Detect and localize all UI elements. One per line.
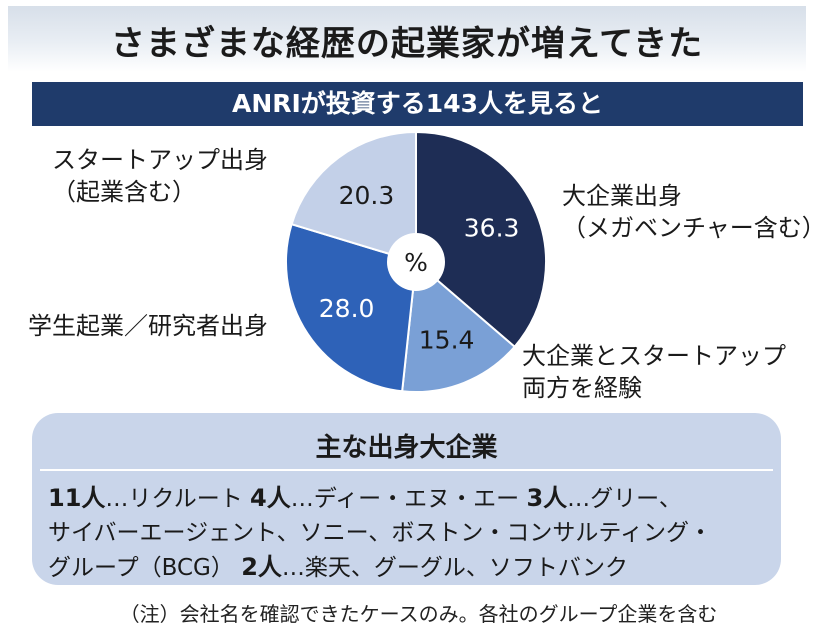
company-line: サイバーエージェント、ソニー、ボストン・コンサルティング・	[48, 516, 776, 550]
headcount: 11人	[48, 484, 106, 512]
value-label-student-researcher: 28.0	[319, 294, 375, 323]
title-banner: さまざまな経歴の起業家が増えてきた	[8, 6, 806, 72]
pie-chart: 36.3 15.4 28.0 20.3%	[285, 130, 547, 393]
headcount: 4人	[250, 484, 291, 512]
slice-large-company	[415, 130, 547, 349]
company-line: 11人…リクルート 4人…ディー・エヌ・エー 3人…グリー、	[48, 481, 776, 516]
company-names: グループ（BCG）	[48, 555, 242, 581]
label-startup: スタートアップ出身 （起業含む）	[52, 146, 268, 206]
pie-center-hole	[387, 233, 445, 291]
slice-startup	[290, 130, 417, 264]
value-label-startup: 20.3	[339, 181, 395, 210]
company-names: …グリー、	[567, 486, 682, 512]
value-label-large-company: 36.3	[464, 213, 520, 242]
slice-student-researcher	[285, 222, 418, 393]
footnote: （注）会社名を確認できたケースのみ。各社のグループ企業を含む	[119, 602, 718, 626]
company-names: …ディー・エヌ・エー	[290, 486, 527, 512]
label-large-company: 大企業出身 （メガベンチャー含む）	[562, 182, 826, 242]
label-both-experience: 大企業とスタートアップ 両方を経験	[522, 342, 786, 402]
headcount: 3人	[526, 484, 568, 512]
company-names: サイバーエージェント、ソニー、ボストン・コンサルティング・	[48, 520, 713, 546]
company-names: …リクルート	[105, 486, 251, 512]
company-names: …楽天、グーグル、ソフトバンク	[281, 555, 629, 581]
label-student-researcher: 学生起業／研究者出身	[28, 312, 268, 340]
company-line: グループ（BCG） 2人…楽天、グーグル、ソフトバンク	[48, 550, 776, 585]
company-list: 11人…リクルート 4人…ディー・エヌ・エー 3人…グリー、サイバーエージェント…	[48, 481, 776, 585]
headcount: 2人	[241, 553, 282, 581]
company-info-box: 主な出身大企業 11人…リクルート 4人…ディー・エヌ・エー 3人…グリー、サイ…	[32, 413, 781, 585]
value-label-both-experience: 15.4	[419, 325, 475, 354]
chart-title: さまざまな経歴の起業家が増えてきた	[110, 24, 704, 64]
slice-both-experience	[401, 260, 516, 393]
info-box-title: 主な出身大企業	[315, 433, 498, 463]
chart-subtitle: ANRIが投資する143人を見ると	[32, 82, 803, 126]
info-divider	[40, 469, 773, 471]
pie-center-unit: %	[404, 248, 428, 277]
